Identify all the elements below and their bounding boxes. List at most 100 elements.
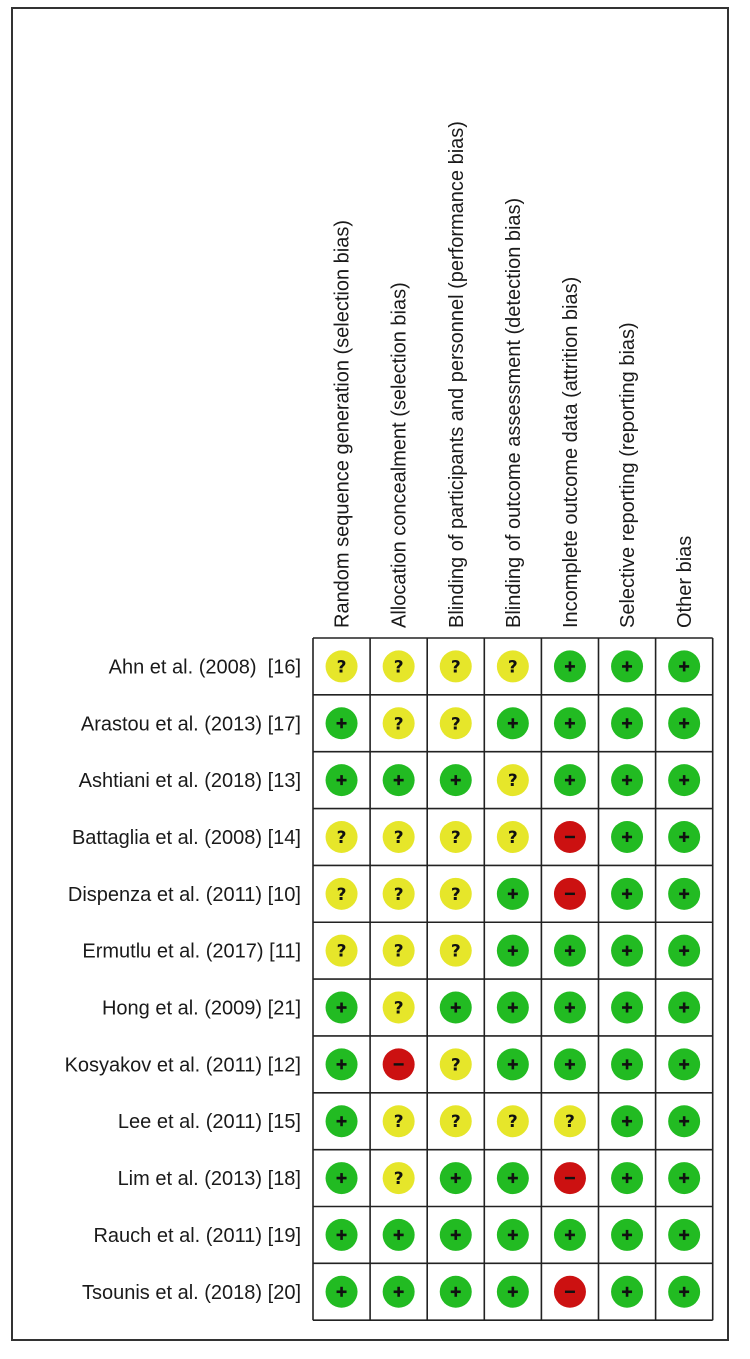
judgement-low-icon (611, 934, 644, 967)
study-label: Rauch et al. (2011) [19] (93, 1225, 301, 1247)
question-mark: ? (394, 1169, 404, 1189)
judgement-unclear-icon: ? (496, 1105, 529, 1138)
judgement-low-icon (668, 707, 701, 740)
judgement-low-icon (668, 820, 701, 853)
study-label: Lim et al. (2013) [18] (118, 1168, 301, 1190)
judgement-low-icon (439, 1162, 472, 1195)
grid-lines (312, 637, 714, 1321)
judgement-unclear-icon: ? (439, 707, 472, 740)
judgement-circle (496, 820, 529, 853)
judgement-unclear-icon: ? (439, 877, 472, 910)
judgement-circle (439, 1105, 472, 1138)
judgement-circle (496, 650, 529, 683)
judgement-circle (496, 764, 529, 797)
judgement-low-icon (553, 1218, 586, 1251)
judgement-low-icon (611, 1105, 644, 1138)
question-mark: ? (337, 657, 347, 677)
judgement-unclear-icon: ? (382, 820, 415, 853)
judgement-unclear-icon: ? (496, 820, 529, 853)
judgement-circle (382, 650, 415, 683)
judgement-circle (325, 877, 358, 910)
domain-label: Blinding of participants and personnel (… (446, 121, 468, 628)
judgement-unclear-icon: ? (325, 934, 358, 967)
judgement-low-icon (668, 650, 701, 683)
judgement-low-icon (496, 707, 529, 740)
question-mark: ? (451, 657, 461, 677)
question-mark: ? (451, 942, 461, 962)
judgement-low-icon (553, 707, 586, 740)
study-label: Dispenza et al. (2011) [10] (68, 884, 301, 906)
question-mark: ? (451, 714, 461, 734)
judgement-low-icon (382, 1218, 415, 1251)
judgement-high-icon (553, 877, 586, 910)
judgement-circle (553, 1105, 586, 1138)
judgement-low-icon (325, 1048, 358, 1081)
judgement-low-icon (496, 934, 529, 967)
study-label: Tsounis et al. (2018) [20] (82, 1282, 301, 1304)
judgement-circle (382, 1105, 415, 1138)
study-label: Arastou et al. (2013) [17] (81, 713, 301, 735)
judgement-high-icon (382, 1048, 415, 1081)
judgement-circle (439, 707, 472, 740)
judgement-circle (325, 820, 358, 853)
judgement-unclear-icon: ? (382, 1162, 415, 1195)
judgement-circle (382, 991, 415, 1024)
judgement-circle (382, 820, 415, 853)
study-label: Battaglia et al. (2008) [14] (72, 827, 301, 849)
question-mark: ? (508, 828, 518, 848)
judgement-unclear-icon: ? (439, 1048, 472, 1081)
judgement-low-icon (611, 1162, 644, 1195)
study-label: Kosyakov et al. (2011) [12] (65, 1054, 301, 1076)
judgement-unclear-icon: ? (382, 877, 415, 910)
question-mark: ? (394, 999, 404, 1019)
question-mark: ? (394, 714, 404, 734)
question-mark: ? (508, 771, 518, 791)
question-mark: ? (565, 1112, 575, 1132)
judgement-low-icon (325, 1218, 358, 1251)
question-mark: ? (508, 1112, 518, 1132)
judgement-unclear-icon: ? (325, 820, 358, 853)
judgement-unclear-icon: ? (382, 991, 415, 1024)
judgement-unclear-icon: ? (439, 1105, 472, 1138)
judgement-low-icon (668, 764, 701, 797)
judgement-low-icon (611, 650, 644, 683)
judgement-low-icon (382, 764, 415, 797)
judgement-low-icon (496, 877, 529, 910)
study-label: Ermutlu et al. (2017) [11] (82, 941, 301, 963)
question-mark: ? (451, 885, 461, 905)
question-mark: ? (451, 828, 461, 848)
question-mark: ? (508, 657, 518, 677)
judgement-unclear-icon: ? (439, 650, 472, 683)
judgement-low-icon (668, 1048, 701, 1081)
judgement-circle (439, 650, 472, 683)
judgement-low-icon (325, 991, 358, 1024)
judgement-low-icon (553, 650, 586, 683)
judgement-unclear-icon: ? (325, 650, 358, 683)
judgement-low-icon (325, 707, 358, 740)
judgement-low-icon (611, 1275, 644, 1308)
judgement-low-icon (668, 934, 701, 967)
judgement-low-icon (325, 1275, 358, 1308)
question-mark: ? (394, 1112, 404, 1132)
judgement-low-icon (611, 991, 644, 1024)
study-label: Ahn et al. (2008) [16] (109, 656, 301, 678)
judgement-unclear-icon: ? (382, 707, 415, 740)
judgement-circle (439, 934, 472, 967)
judgement-unclear-icon: ? (496, 764, 529, 797)
judgement-high-icon (553, 1275, 586, 1308)
judgement-low-icon (325, 764, 358, 797)
judgement-unclear-icon: ? (382, 650, 415, 683)
judgement-low-icon (496, 1275, 529, 1308)
judgement-low-icon (668, 1275, 701, 1308)
judgement-unclear-icon: ? (382, 934, 415, 967)
judgement-low-icon (439, 1275, 472, 1308)
judgement-low-icon (668, 1162, 701, 1195)
judgement-circle (325, 650, 358, 683)
judgement-low-icon (668, 877, 701, 910)
domain-label: Random sequence generation (selection bi… (332, 220, 354, 628)
judgement-low-icon (611, 877, 644, 910)
judgement-high-icon (553, 1162, 586, 1195)
judgement-low-icon (325, 1105, 358, 1138)
study-label: Ashtiani et al. (2018) [13] (79, 770, 301, 792)
judgement-unclear-icon: ? (325, 877, 358, 910)
